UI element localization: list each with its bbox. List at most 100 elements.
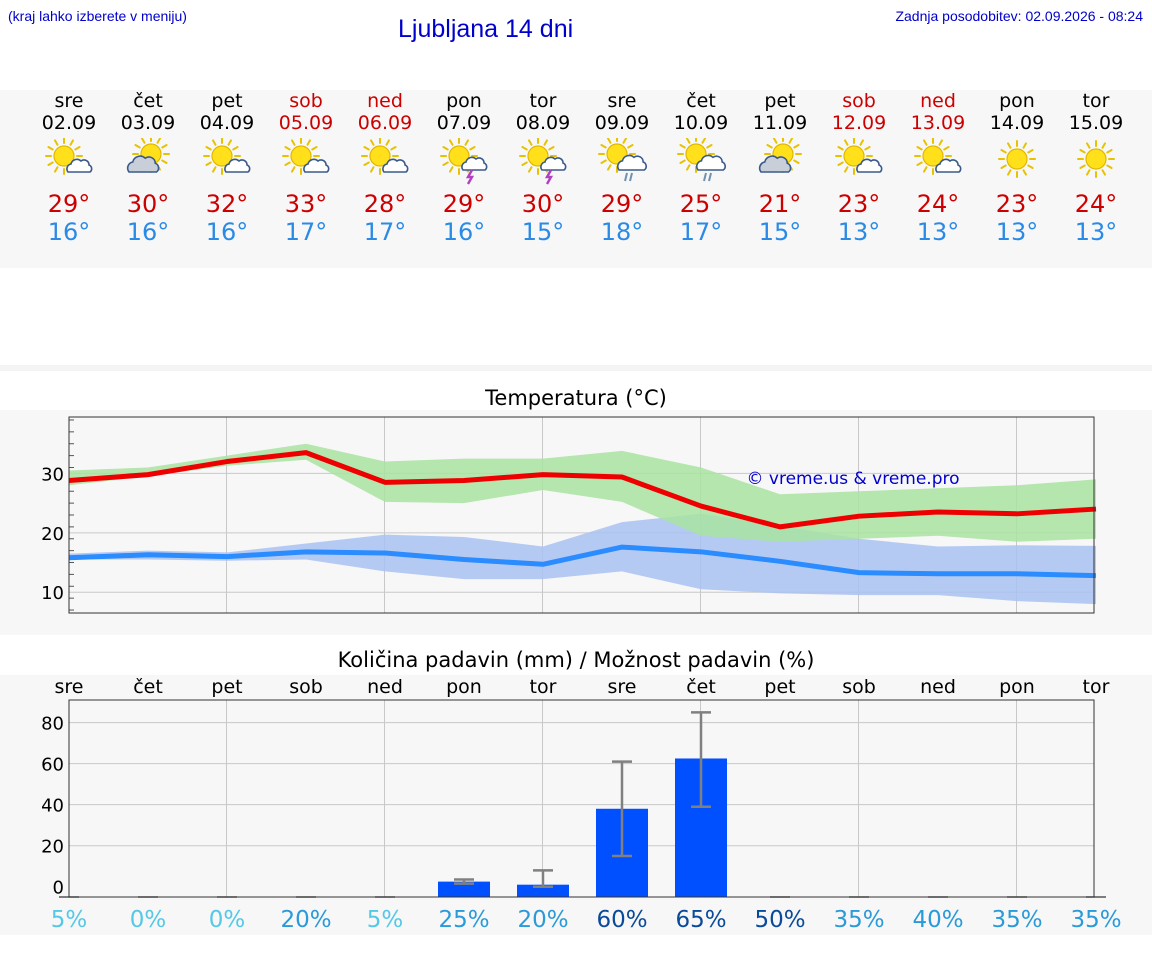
day-name: sob [842,90,876,112]
sun-ray [1000,164,1007,169]
sun-ray [923,139,928,146]
sun-ray [232,146,239,151]
cloud-sun-icon [758,138,802,173]
sun-ray [134,144,141,149]
max-temperature: 23° [837,190,881,218]
day-name: čet [133,90,163,112]
day-name: tor [1082,90,1110,112]
sun-cloud-icon [361,138,409,175]
sun-ray [306,139,311,146]
forecast-day: čet 10.09 25° 17° [661,90,741,246]
cloud-shape [695,154,726,171]
sun-ray [54,139,59,146]
sun-ray [923,166,928,173]
cloud-shape [126,155,160,173]
sun-ray [212,166,217,173]
sun-cloud-icon [203,138,251,175]
sun-ray [1106,164,1113,169]
sun-ray [837,161,844,166]
sun-ray [363,146,370,151]
sun-thunder-icon [519,138,567,185]
sun-ray [916,146,923,151]
sun-ray [528,139,533,146]
sun-ray [943,146,950,151]
min-temperature: 17° [363,218,407,246]
sun-ray [916,161,923,166]
cloud-shape [935,158,962,173]
sun-ray [622,138,627,144]
sun-ray [788,138,793,144]
sun-ray [521,161,528,166]
min-temperature: 16° [47,218,91,246]
forecast-day: ned 13.09 24° 13° [898,90,978,246]
forecast-day: sre 02.09 29° 16° [29,90,109,246]
menu-hint[interactable]: (kraj lahko izberete v meniju) [8,8,187,24]
day-name: ned [920,90,956,112]
sun-thunder-icon [440,138,488,185]
sun-ray [1101,142,1106,149]
sun-ray [1027,164,1034,169]
day-name: ned [367,90,403,112]
sun-ray [47,161,54,166]
sun-thunder-icon [440,138,488,185]
min-temperature: 13° [837,218,881,246]
temperature-chart-title: Temperatura (°C) [485,386,667,410]
min-temperature: 16° [126,218,170,246]
sun-ray [291,166,296,173]
sun-disc [1085,148,1107,170]
sun-ray [864,146,871,151]
sun-ray [311,146,318,151]
sun-cloud-icon [45,138,93,175]
sun-ray [161,159,168,164]
max-temperature: 29° [600,190,644,218]
sun-ray [837,146,844,151]
day-name: pet [211,90,243,112]
sun-ray [449,139,454,146]
sun-disc [843,145,865,167]
day-date: 05.09 [278,112,334,134]
cloud-shape [461,156,488,171]
sun-ray [627,144,634,149]
sun-ray [528,166,533,173]
sun-ray [766,144,773,149]
sun-disc [685,143,707,165]
max-temperature: 29° [47,190,91,218]
sun-rain-icon [677,138,726,182]
max-temperature: 25° [679,190,723,218]
sun-ray [284,161,291,166]
min-temperature: 17° [284,218,328,246]
sun-disc [922,145,944,167]
sun-disc [606,143,628,165]
forecast-day: pon 14.09 23° 13° [977,90,1057,246]
min-temperature: 15° [758,218,802,246]
sun-ray [161,144,168,149]
sun-cloud-icon [203,138,251,175]
sun-cloud-icon [914,138,962,175]
max-temperature: 21° [758,190,802,218]
cloud-shape [303,158,330,173]
sun-icon [1077,140,1115,178]
max-temperature: 24° [1074,190,1118,218]
sun-icon [1077,140,1115,178]
day-date: 12.09 [831,112,887,134]
sun-ray [548,146,555,151]
sun-ray [607,138,612,144]
sun-ray [1086,142,1091,149]
sun-ray [47,146,54,151]
sun-cloud-icon [282,138,330,175]
separator [0,365,1152,371]
sun-ray [69,139,74,146]
cloud-shape [856,158,883,173]
day-name: sob [289,90,323,112]
cloud-shape [758,155,792,173]
sun-ray [844,166,849,173]
day-date: 11.09 [752,112,808,134]
sun-cloud-icon [835,138,883,175]
sun-ray [679,159,686,164]
sun-ray [390,146,397,151]
forecast-day: sob 12.09 23° 13° [819,90,899,246]
sun-rain-icon [598,138,647,182]
sun-ray [686,138,691,144]
sun-ray [773,138,778,144]
sun-ray [284,146,291,151]
